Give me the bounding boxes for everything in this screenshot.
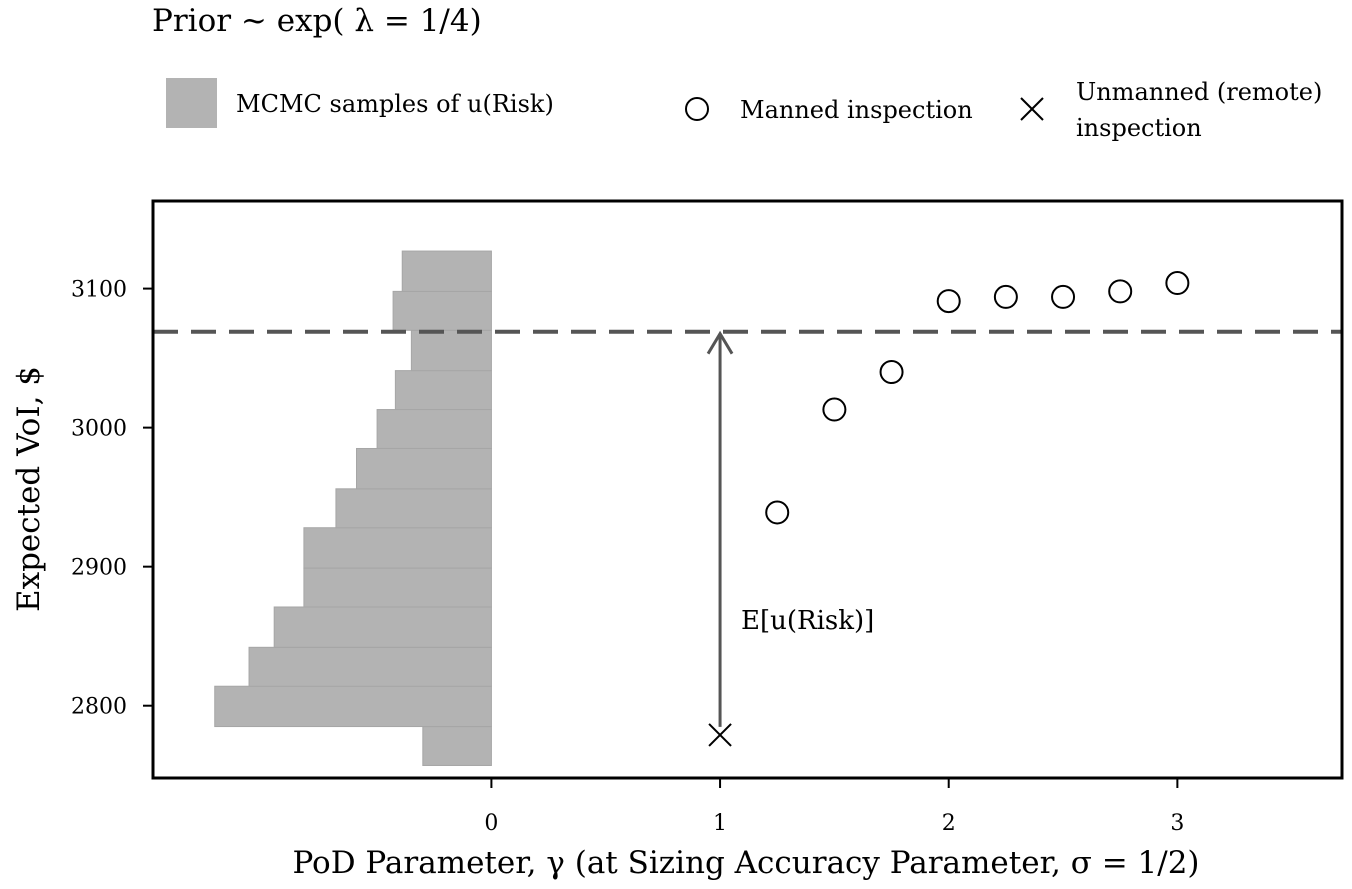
histogram	[214, 250, 492, 766]
legend-histogram-swatch	[166, 78, 217, 128]
manned-inspection-point	[993, 284, 1018, 309]
manned-inspection-point	[1108, 279, 1133, 304]
unmanned-inspection-point	[708, 723, 732, 747]
axis-ticks: 2800 2900 3000 3100 0 1 2 3	[71, 278, 1184, 836]
legend-unmanned-label-line2: inspection	[1076, 114, 1202, 142]
manned-inspection-point	[765, 500, 790, 525]
reference-lines	[153, 329, 1342, 727]
legend: MCMC samples of u(Risk) Manned inspectio…	[166, 78, 1322, 142]
y-axis-label: Expected VoI, $	[11, 366, 47, 612]
histogram-bar	[335, 488, 492, 529]
legend-manned-label: Manned inspection	[740, 96, 973, 124]
y-tick-label: 3000	[71, 417, 127, 442]
histogram-bar	[392, 290, 492, 331]
histogram-bar	[248, 646, 492, 687]
histogram-bar	[394, 370, 492, 411]
plot-frame	[151, 199, 1344, 780]
histogram-bar	[214, 685, 492, 728]
y-tick-label: 3100	[71, 278, 127, 303]
histogram-bar	[376, 409, 492, 449]
manned-inspection-point	[879, 360, 904, 385]
manned-inspection-point	[1051, 284, 1076, 309]
annotation-label: E[u(Risk)]	[741, 606, 874, 636]
histogram-bar	[356, 447, 492, 490]
manned-inspection-point	[1165, 271, 1190, 296]
x-marker-stroke	[708, 723, 732, 747]
y-tick-label: 2900	[71, 556, 127, 581]
legend-histogram-label: MCMC samples of u(Risk)	[236, 90, 554, 118]
x-tick-label: 3	[1170, 811, 1184, 836]
x-axis-label: PoD Parameter, γ (at Sizing Accuracy Par…	[292, 845, 1199, 881]
y-tick-label: 2800	[71, 695, 127, 720]
histogram-bar	[422, 726, 492, 766]
manned-inspection-point	[822, 397, 847, 422]
histogram-bar	[273, 606, 492, 648]
annotation-arrow-head	[706, 330, 734, 355]
histogram-bar	[303, 527, 492, 569]
histogram-bar	[401, 250, 492, 292]
x-tick-label: 0	[484, 811, 498, 836]
markers	[708, 271, 1190, 747]
x-tick-label: 2	[942, 811, 956, 836]
manned-inspection-point	[936, 289, 961, 314]
histogram-bar	[303, 567, 492, 608]
legend-unmanned-label-line1: Unmanned (remote)	[1076, 78, 1322, 106]
histogram-bar	[410, 329, 492, 372]
chart-title: Prior ~ exp( λ = 1/4)	[152, 3, 482, 39]
legend-x-marker-icon	[1020, 97, 1044, 121]
legend-circle-marker-icon	[685, 97, 709, 121]
x-tick-label: 1	[713, 811, 727, 836]
